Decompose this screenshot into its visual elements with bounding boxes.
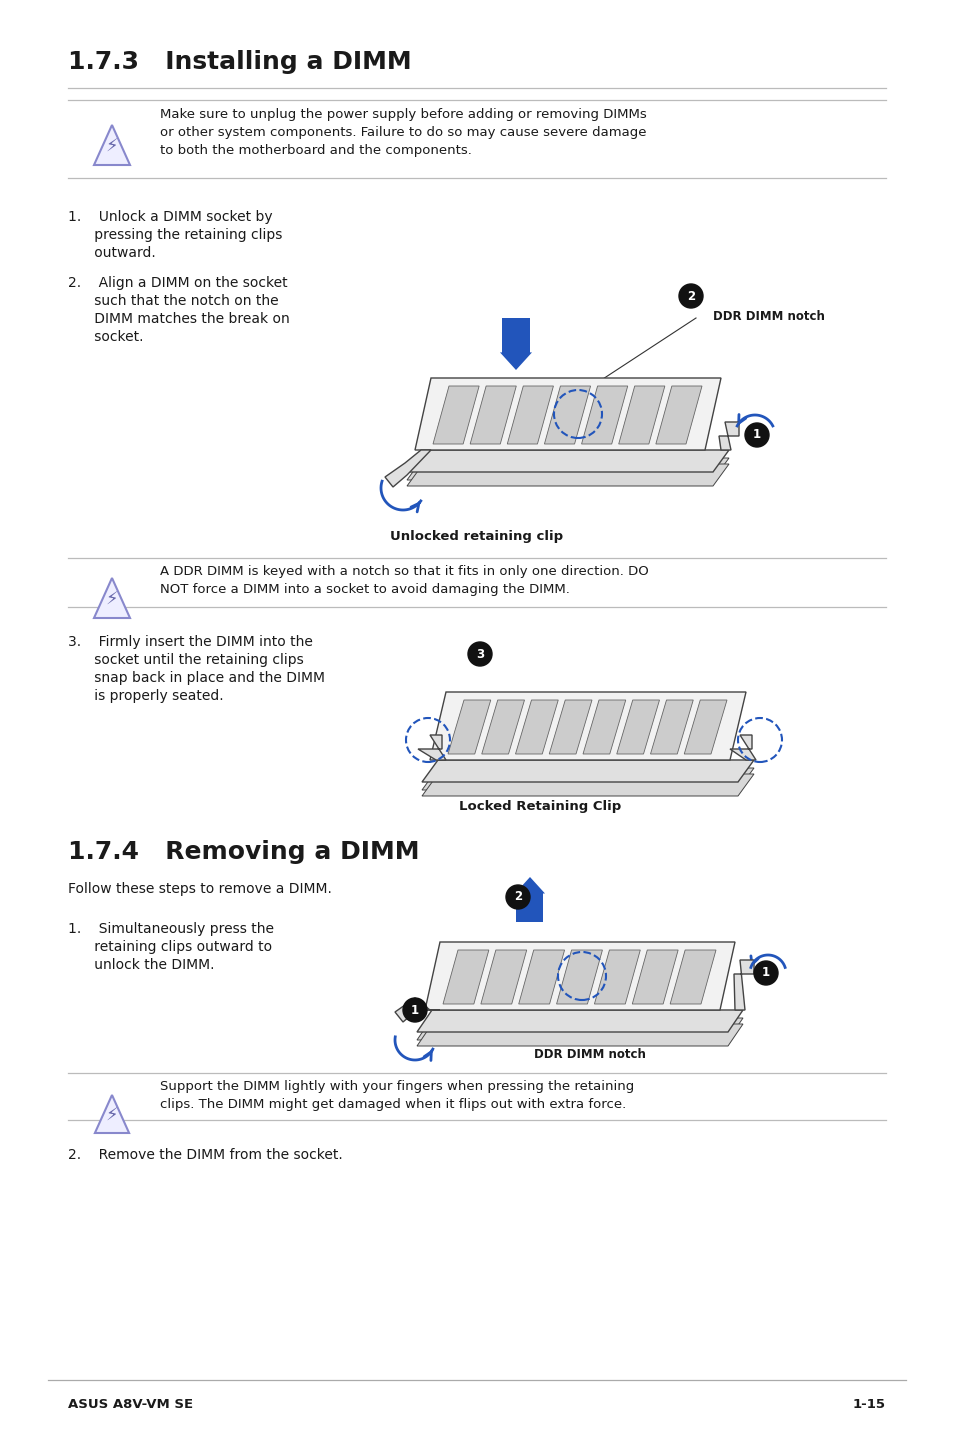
Text: to both the motherboard and the components.: to both the motherboard and the componen… — [160, 144, 472, 157]
Polygon shape — [481, 700, 524, 754]
Polygon shape — [421, 768, 753, 789]
Text: 2: 2 — [686, 289, 695, 302]
Polygon shape — [415, 378, 720, 450]
Text: such that the notch on the: such that the notch on the — [68, 293, 278, 308]
Text: or other system components. Failure to do so may cause severe damage: or other system components. Failure to d… — [160, 127, 646, 139]
Circle shape — [402, 998, 427, 1022]
Text: 2: 2 — [514, 890, 521, 903]
Text: Unlocked retaining clip: Unlocked retaining clip — [390, 531, 563, 544]
Polygon shape — [395, 998, 439, 1022]
Text: 3.    Firmly insert the DIMM into the: 3. Firmly insert the DIMM into the — [68, 636, 313, 649]
Text: DIMM matches the break on: DIMM matches the break on — [68, 312, 290, 326]
Text: 2.    Remove the DIMM from the socket.: 2. Remove the DIMM from the socket. — [68, 1148, 342, 1162]
Text: unlock the DIMM.: unlock the DIMM. — [68, 958, 214, 972]
Circle shape — [753, 961, 778, 985]
Polygon shape — [507, 385, 553, 444]
Polygon shape — [516, 892, 543, 922]
Polygon shape — [416, 1024, 742, 1045]
Text: Support the DIMM lightly with your fingers when pressing the retaining: Support the DIMM lightly with your finge… — [160, 1080, 634, 1093]
Text: 1: 1 — [752, 429, 760, 441]
Text: Locked Retaining Clip: Locked Retaining Clip — [458, 800, 620, 812]
Polygon shape — [94, 125, 130, 165]
Polygon shape — [421, 761, 753, 782]
Polygon shape — [424, 942, 734, 1009]
Text: Follow these steps to remove a DIMM.: Follow these steps to remove a DIMM. — [68, 881, 332, 896]
Text: A DDR DIMM is keyed with a notch so that it fits in only one direction. DO: A DDR DIMM is keyed with a notch so that… — [160, 565, 648, 578]
Polygon shape — [632, 951, 678, 1004]
Polygon shape — [407, 464, 728, 486]
Polygon shape — [655, 385, 701, 444]
Text: DDR DIMM notch: DDR DIMM notch — [712, 311, 824, 324]
Polygon shape — [518, 951, 564, 1004]
Text: is properly seated.: is properly seated. — [68, 689, 223, 703]
Polygon shape — [616, 700, 659, 754]
Text: 2.    Align a DIMM on the socket: 2. Align a DIMM on the socket — [68, 276, 287, 290]
Text: 1.    Simultaneously press the: 1. Simultaneously press the — [68, 922, 274, 936]
Polygon shape — [94, 578, 130, 618]
Text: 1: 1 — [411, 1004, 418, 1017]
Text: ASUS A8V-VM SE: ASUS A8V-VM SE — [68, 1399, 193, 1412]
Circle shape — [679, 283, 702, 308]
Polygon shape — [544, 385, 590, 444]
Polygon shape — [480, 951, 526, 1004]
Polygon shape — [549, 700, 592, 754]
Polygon shape — [618, 385, 664, 444]
Polygon shape — [416, 1018, 742, 1040]
Text: ⚡: ⚡ — [106, 1107, 118, 1125]
Polygon shape — [416, 1009, 742, 1032]
Polygon shape — [499, 352, 532, 370]
Polygon shape — [385, 450, 431, 487]
Circle shape — [505, 884, 530, 909]
Polygon shape — [515, 877, 544, 893]
Text: 1.    Unlock a DIMM socket by: 1. Unlock a DIMM socket by — [68, 210, 273, 224]
Polygon shape — [430, 692, 745, 761]
Text: Make sure to unplug the power supply before adding or removing DIMMs: Make sure to unplug the power supply bef… — [160, 108, 646, 121]
Circle shape — [468, 641, 492, 666]
Polygon shape — [733, 961, 753, 1009]
Polygon shape — [581, 385, 627, 444]
Text: pressing the retaining clips: pressing the retaining clips — [68, 229, 282, 242]
Polygon shape — [94, 1094, 129, 1133]
Polygon shape — [515, 700, 558, 754]
Text: 1-15: 1-15 — [852, 1399, 885, 1412]
Polygon shape — [729, 735, 755, 761]
Text: socket until the retaining clips: socket until the retaining clips — [68, 653, 303, 667]
Text: 1.7.3   Installing a DIMM: 1.7.3 Installing a DIMM — [68, 50, 411, 73]
Text: 3: 3 — [476, 647, 483, 660]
Text: clips. The DIMM might get damaged when it flips out with extra force.: clips. The DIMM might get damaged when i… — [160, 1099, 625, 1112]
Text: ⚡: ⚡ — [106, 138, 118, 155]
Polygon shape — [407, 457, 728, 480]
Polygon shape — [448, 700, 490, 754]
Polygon shape — [582, 700, 625, 754]
Polygon shape — [442, 951, 488, 1004]
Polygon shape — [594, 951, 639, 1004]
Text: snap back in place and the DIMM: snap back in place and the DIMM — [68, 672, 325, 684]
Text: NOT force a DIMM into a socket to avoid damaging the DIMM.: NOT force a DIMM into a socket to avoid … — [160, 582, 569, 595]
Text: DDR DIMM notch: DDR DIMM notch — [534, 1048, 645, 1061]
Polygon shape — [417, 735, 446, 761]
Polygon shape — [421, 774, 753, 797]
Polygon shape — [719, 421, 739, 450]
Text: retaining clips outward to: retaining clips outward to — [68, 940, 272, 953]
Text: 1: 1 — [761, 966, 769, 979]
Polygon shape — [669, 951, 716, 1004]
Polygon shape — [433, 385, 478, 444]
Polygon shape — [407, 450, 728, 472]
Polygon shape — [470, 385, 516, 444]
Text: 1.7.4   Removing a DIMM: 1.7.4 Removing a DIMM — [68, 840, 419, 864]
Polygon shape — [683, 700, 726, 754]
Text: ⚡: ⚡ — [106, 591, 118, 610]
Polygon shape — [501, 318, 530, 354]
Circle shape — [744, 423, 768, 447]
Text: outward.: outward. — [68, 246, 155, 260]
Text: socket.: socket. — [68, 329, 143, 344]
Polygon shape — [556, 951, 601, 1004]
Polygon shape — [650, 700, 693, 754]
